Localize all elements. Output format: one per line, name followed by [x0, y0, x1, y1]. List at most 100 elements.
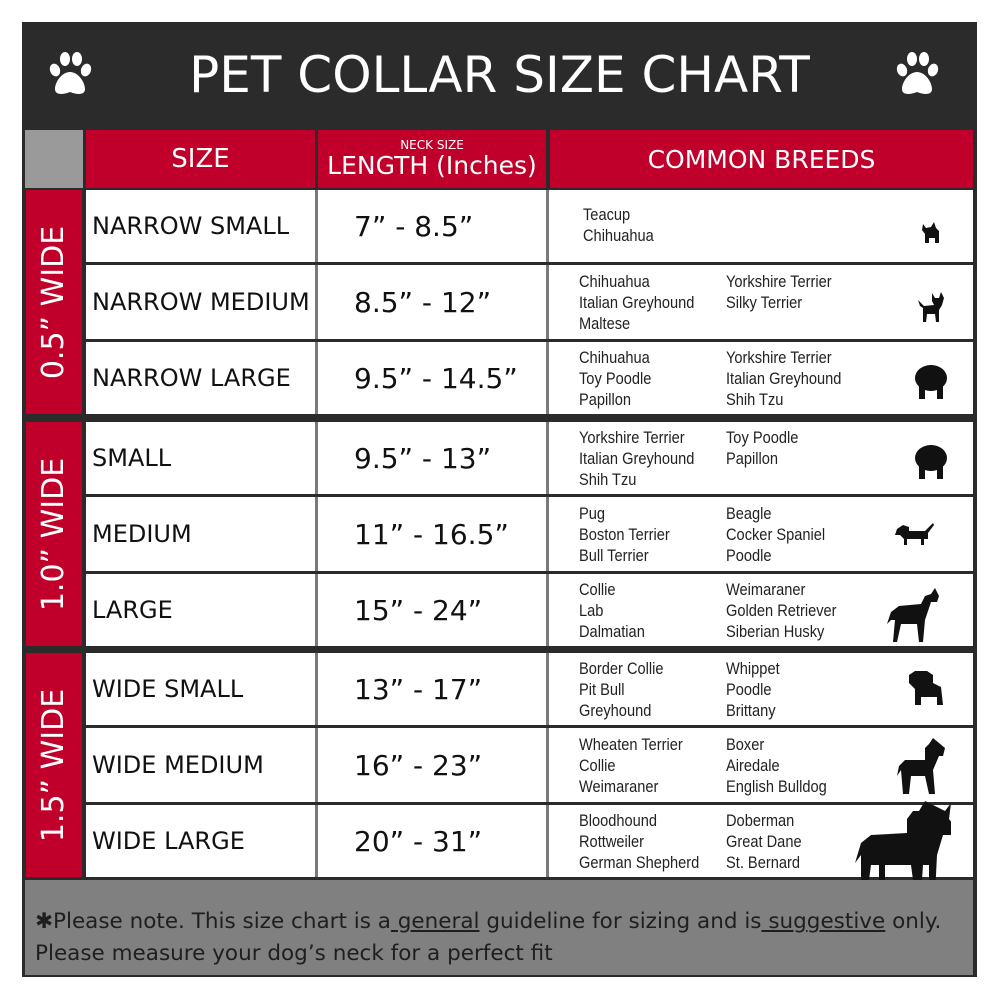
column-divider: [546, 265, 549, 339]
size-cell: NARROW LARGE: [92, 364, 291, 392]
header-size-label: SIZE: [171, 144, 230, 174]
width-label-text: 0.5” WIDE: [36, 225, 72, 379]
breed-name: Doberman: [726, 810, 795, 830]
breed-name: Chihuahua: [579, 347, 650, 367]
breed-list: Whippet Poodle Brittany: [726, 658, 780, 721]
length-cell: 7” - 8.5”: [354, 209, 474, 243]
column-divider: [546, 728, 549, 802]
breed-name: Yorkshire Terrier: [579, 427, 685, 447]
column-divider: [546, 422, 549, 494]
column-divider: [315, 190, 318, 262]
length-cell: 11” - 16.5”: [354, 517, 509, 551]
breed-name: Bloodhound: [579, 810, 658, 830]
footer-underline-suggestive: suggestive: [761, 909, 886, 934]
breed-name: Papillon: [726, 448, 779, 468]
table-row: LARGE 15” - 24” Collie Lab Dalmatian Weimaran…: [86, 574, 973, 646]
breed-name: Airedale: [726, 755, 780, 775]
breed-list: Yorkshire Terrier Silky Terrier: [726, 271, 832, 313]
breed-name: Yorkshire Terrier: [726, 347, 832, 367]
size-cell: MEDIUM: [92, 520, 192, 548]
breed-name: Border Collie: [579, 658, 664, 678]
breeds-cell: Bloodhound Rottweiler German Shepherd Dober…: [549, 801, 973, 895]
header-neck-size-label: NECK SIZE: [400, 137, 464, 152]
paw-icon: [49, 52, 92, 94]
length-cell: 9.5” - 14.5”: [354, 361, 518, 395]
doberman-silhouette-icon: [855, 801, 951, 895]
breed-name: Poodle: [726, 545, 772, 565]
table-row: WIDE SMALL 13” - 17” Border Collie Pit Bull…: [86, 653, 973, 725]
breed-list: Yorkshire Terrier Italian Greyhound Shih T…: [726, 347, 841, 410]
breed-list: Pug Boston Terrier Bull Terrier: [579, 503, 670, 566]
breed-name: Cocker Spaniel: [726, 524, 826, 544]
breed-name: Lab: [579, 600, 604, 620]
width-group: 0.5” WIDE NARROW SMALL 7” - 8.5” Teacup Chih…: [25, 190, 973, 414]
breed-name: Great Dane: [726, 831, 802, 851]
breeds-cell: Teacup Chihuahua: [549, 190, 973, 262]
breed-list: Wheaten Terrier Collie Weimaraner: [579, 734, 683, 797]
breed-name: Boxer: [726, 734, 765, 754]
column-divider: [315, 805, 318, 877]
breed-name: Greyhound: [579, 700, 652, 720]
breed-list: Chihuahua Toy Poodle Papillon: [579, 347, 651, 410]
breed-list: Toy Poodle Papillon: [726, 427, 798, 469]
breed-name: St. Bernard: [726, 852, 800, 872]
table-row: MEDIUM 11” - 16.5” Pug Boston Terrier Bull T…: [86, 497, 973, 571]
breed-name: Italian Greyhound: [579, 448, 695, 468]
breed-name: Rottweiler: [579, 831, 645, 851]
breed-list: Boxer Airedale English Bulldog: [726, 734, 827, 797]
header-length-label: LENGTH (Inches): [327, 150, 537, 180]
table-row: WIDE MEDIUM 16” - 23” Wheaten Terrier Colli…: [86, 728, 973, 802]
breed-list: Beagle Cocker Spaniel Poodle: [726, 503, 825, 566]
length-cell: 16” - 23”: [354, 748, 483, 782]
bulldog-silhouette-icon: [909, 671, 943, 705]
breed-name: Brittany: [726, 700, 776, 720]
footer-text: only.: [885, 909, 942, 934]
width-group: 1.0” WIDE SMALL 9.5” - 13” Yorkshire Terrie…: [25, 422, 973, 646]
column-divider: [546, 190, 549, 262]
breed-list: Border Collie Pit Bull Greyhound: [579, 658, 664, 721]
pomeranian-silhouette-icon: [915, 365, 947, 399]
size-cell: WIDE LARGE: [92, 827, 245, 855]
breeds-cell: Yorkshire Terrier Italian Greyhound Shih T…: [549, 422, 973, 494]
length-cell: 20” - 31”: [354, 824, 483, 858]
header-length: NECK SIZE LENGTH (Inches): [318, 130, 546, 188]
breed-name: Toy Poodle: [726, 427, 799, 447]
breed-name: Bull Terrier: [579, 545, 649, 565]
length-cell: 13” - 17”: [354, 672, 483, 706]
size-cell: WIDE SMALL: [92, 675, 244, 703]
width-label: 1.0” WIDE: [26, 422, 82, 646]
breed-name: Weimaraner: [579, 776, 659, 796]
width-label: 0.5” WIDE: [26, 190, 82, 414]
breeds-cell: Chihuahua Toy Poodle Papillon Yorkshire Ter…: [549, 342, 973, 414]
size-cell: SMALL: [92, 444, 172, 472]
footer-text: guideline for sizing and is: [479, 909, 762, 934]
breed-name: Wheaten Terrier: [579, 734, 683, 754]
breed-name: Whippet: [726, 658, 780, 678]
breed-name: Chihuahua: [583, 226, 654, 245]
breed-list: Chihuahua Italian Greyhound Maltese: [579, 271, 694, 334]
table-row: NARROW LARGE 9.5” - 14.5” Chihuahua Toy Poo…: [86, 342, 973, 414]
breed-name: Pit Bull: [579, 679, 625, 699]
table-row: SMALL 9.5” - 13” Yorkshire Terrier Italian …: [86, 422, 973, 494]
column-divider: [315, 653, 318, 725]
length-cell: 15” - 24”: [354, 593, 483, 627]
table-row: NARROW MEDIUM 8.5” - 12” Chihuahua Italian …: [86, 265, 973, 339]
pomeranian-silhouette-icon: [915, 445, 947, 479]
column-divider: [546, 574, 549, 646]
breed-name: Pug: [579, 503, 606, 523]
size-cell: LARGE: [92, 596, 173, 624]
column-divider: [315, 728, 318, 802]
breed-name: Poodle: [726, 679, 772, 699]
breed-name: Yorkshire Terrier: [726, 271, 832, 291]
table-row: WIDE LARGE 20” - 31” Bloodhound Rottweiler G…: [86, 801, 973, 895]
breed-name: Siberian Husky: [726, 621, 825, 641]
breed-name: German Shepherd: [579, 852, 700, 872]
breeds-cell: Border Collie Pit Bull Greyhound Whippet Poo…: [549, 653, 973, 725]
breed-list: Collie Lab Dalmatian: [579, 579, 645, 642]
size-cell: NARROW MEDIUM: [92, 288, 310, 316]
breed-list: Yorkshire Terrier Italian Greyhound Shih T…: [579, 427, 694, 490]
column-divider: [546, 653, 549, 725]
breed-name: Silky Terrier: [726, 292, 803, 312]
table-row: NARROW SMALL 7” - 8.5” Teacup Chihuahua: [86, 190, 973, 262]
column-divider: [315, 497, 318, 571]
